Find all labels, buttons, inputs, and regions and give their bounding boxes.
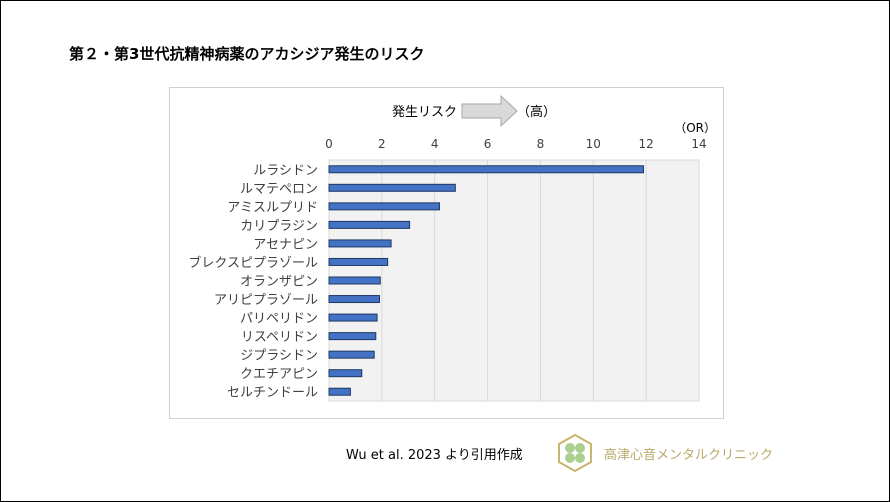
- category-label: アミスルプリド: [227, 200, 318, 215]
- x-tick-label: 4: [431, 137, 439, 151]
- category-label: オランザピン: [240, 275, 318, 290]
- bar: [328, 350, 375, 359]
- bar: [328, 313, 378, 322]
- bar: [328, 183, 456, 192]
- x-tick-label: 6: [484, 137, 492, 151]
- category-label: ルマテペロン: [240, 182, 318, 197]
- category-label: クエチアピン: [240, 367, 318, 382]
- bar: [328, 202, 440, 211]
- category-label: アセナピン: [253, 237, 318, 252]
- bar: [328, 276, 381, 285]
- x-tick-label: 8: [537, 137, 545, 151]
- clinic-logo: 高津心音メンタルクリニック: [556, 433, 773, 473]
- x-axis-unit-label: （OR）: [674, 121, 716, 135]
- bar: [328, 239, 392, 248]
- x-tick-label: 12: [639, 137, 654, 151]
- category-label: ジプラシドン: [240, 349, 318, 364]
- bar: [328, 387, 351, 396]
- x-tick-label: 14: [691, 137, 706, 151]
- x-tick-label: 10: [586, 137, 601, 151]
- category-label: パリペリドン: [240, 312, 318, 327]
- category-label: ルラシドン: [253, 163, 318, 178]
- clover-hexagon-logo-icon: [558, 433, 592, 473]
- category-label: リスペリドン: [241, 330, 318, 345]
- chart-frame: [169, 87, 724, 419]
- bar: [328, 332, 377, 341]
- category-label: カリプラジン: [240, 219, 318, 234]
- category-label: セルチンドール: [227, 386, 318, 401]
- bar: [328, 165, 644, 174]
- slide-title: 第２・第3世代抗精神病薬のアカシジア発生のリスク: [69, 45, 425, 63]
- x-tick-label: 0: [325, 137, 333, 151]
- arrow-right-icon: [461, 94, 518, 128]
- plot-area: [328, 159, 700, 402]
- risk-high-label: （高）: [517, 104, 556, 120]
- source-citation: Wu et al. 2023 より引用作成: [346, 448, 523, 463]
- category-label: アリピプラゾール: [214, 293, 318, 308]
- risk-indicator: 発生リスク （高）: [392, 94, 556, 128]
- category-label: ブレクスピプラゾール: [188, 255, 318, 271]
- bar: [328, 295, 380, 304]
- risk-label: 発生リスク: [392, 105, 457, 120]
- x-tick-label: 2: [378, 137, 386, 151]
- bar: [328, 369, 363, 378]
- clinic-name: 高津心音メンタルクリニック: [604, 447, 774, 463]
- bar: [328, 257, 389, 266]
- bar: [328, 220, 411, 229]
